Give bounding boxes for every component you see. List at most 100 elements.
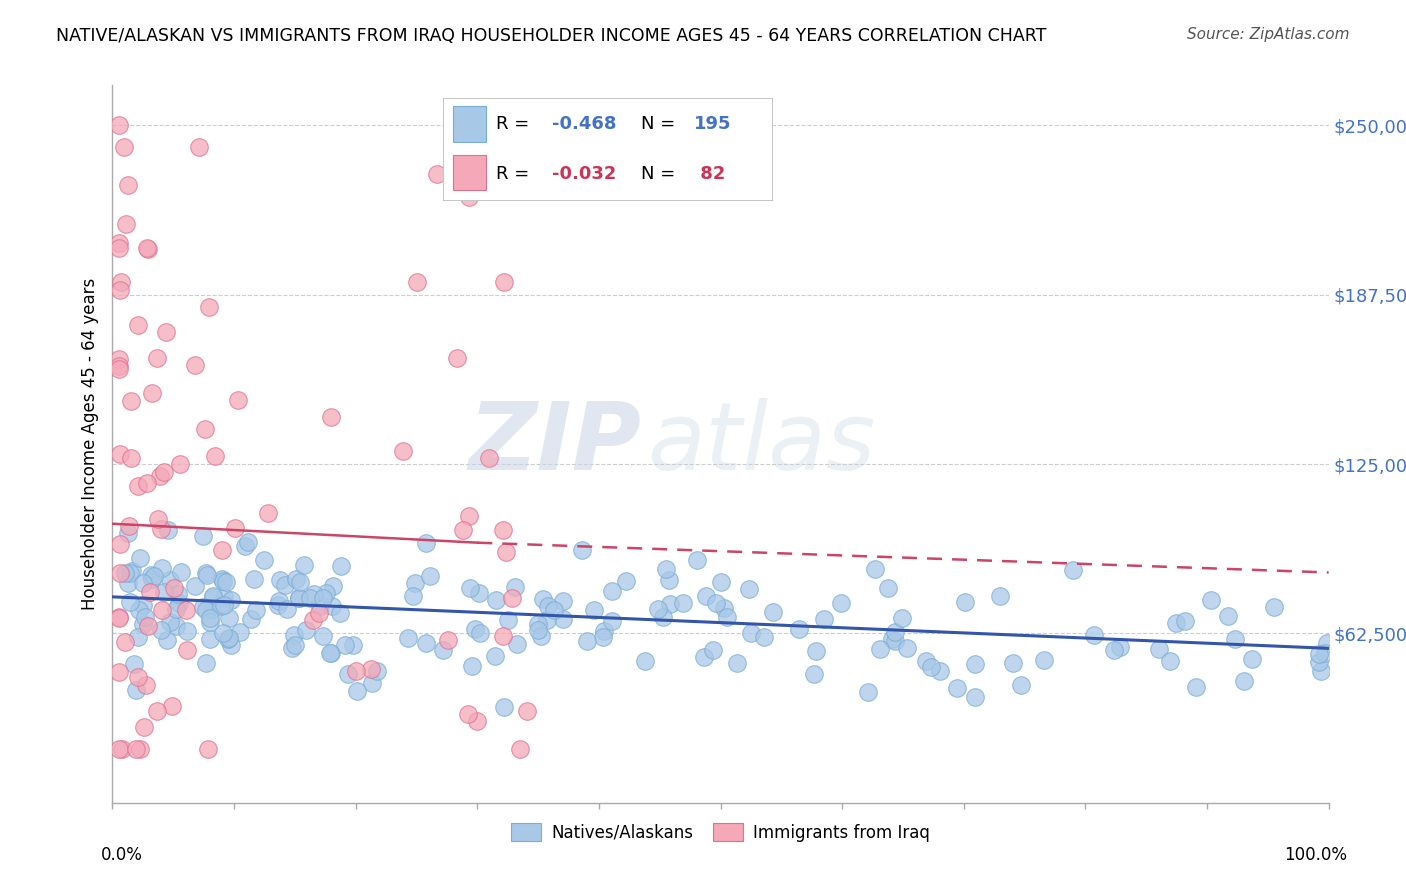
Point [1002,656,1025,670]
Point [312,591,335,605]
Point [1313,646,1336,660]
Point [191,600,214,615]
Point [176,643,198,657]
Point [200,615,222,629]
Point [419,568,441,582]
Point [671,596,693,610]
Point [498,614,520,628]
Point [1233,673,1256,688]
Point [437,632,460,647]
Point [184,579,207,593]
Point [506,637,529,651]
Text: N =: N = [641,164,681,183]
Point [1263,599,1285,614]
Point [156,633,179,648]
Point [280,641,302,656]
Point [965,657,987,671]
Point [1083,628,1105,642]
Point [165,602,187,616]
Point [233,539,256,553]
Point [478,451,501,466]
Point [858,685,880,699]
Point [309,599,332,613]
Point [107,665,129,679]
Point [287,591,309,606]
Point [706,596,728,610]
Point [468,625,491,640]
Point [553,594,575,608]
Point [118,519,141,533]
Text: R =: R = [496,164,534,183]
Point [146,351,169,365]
Point [117,525,139,540]
Point [804,643,827,657]
Point [195,603,218,617]
Text: -0.032: -0.032 [553,164,616,183]
Point [219,593,242,607]
Point [329,606,352,620]
Point [686,553,709,567]
Point [583,603,606,617]
Point [457,707,479,722]
Point [884,624,907,639]
Point [652,610,675,624]
Y-axis label: Householder Income Ages 45 - 64 years: Householder Income Ages 45 - 64 years [80,277,98,610]
Point [725,656,748,670]
Point [197,741,219,756]
Point [492,629,515,643]
Point [891,610,914,624]
Point [194,566,217,581]
Point [702,643,724,657]
Point [945,681,967,695]
Point [813,612,835,626]
Point [953,595,976,609]
Point [114,635,136,649]
Point [290,575,312,590]
Point [312,629,335,643]
Point [695,590,717,604]
Point [274,578,297,592]
Text: 195: 195 [695,115,731,133]
Point [308,606,330,620]
Point [659,597,682,611]
Point [121,564,143,578]
Point [107,362,129,376]
Point [298,591,321,606]
Point [537,599,560,613]
Point [531,591,554,606]
Point [167,587,190,601]
Point [988,589,1011,603]
Point [107,609,129,624]
Point [319,646,342,660]
Point [167,596,190,610]
Point [149,522,172,536]
Point [321,646,343,660]
Point [647,602,669,616]
Point [366,665,388,679]
Point [1032,653,1054,667]
Point [344,664,367,678]
Point [634,655,657,669]
Point [503,581,526,595]
Point [494,275,516,289]
Point [446,351,468,365]
Point [209,599,232,613]
Point [110,537,132,551]
Point [267,594,290,608]
Point [211,572,233,586]
Point [543,602,565,616]
Bar [453,106,486,142]
Point [1062,563,1084,577]
Point [789,622,811,636]
Point [592,630,614,644]
Point [152,602,174,616]
Point [458,508,481,523]
Point [212,590,235,604]
Point [1223,632,1246,646]
Point [1108,640,1130,654]
Point [294,623,316,637]
Text: NATIVE/ALASKAN VS IMMIGRANTS FROM IRAQ HOUSEHOLDER INCOME AGES 45 - 64 YEARS COR: NATIVE/ALASKAN VS IMMIGRANTS FROM IRAQ H… [56,27,1046,45]
Point [929,664,952,678]
Point [135,678,157,692]
Point [880,632,903,647]
